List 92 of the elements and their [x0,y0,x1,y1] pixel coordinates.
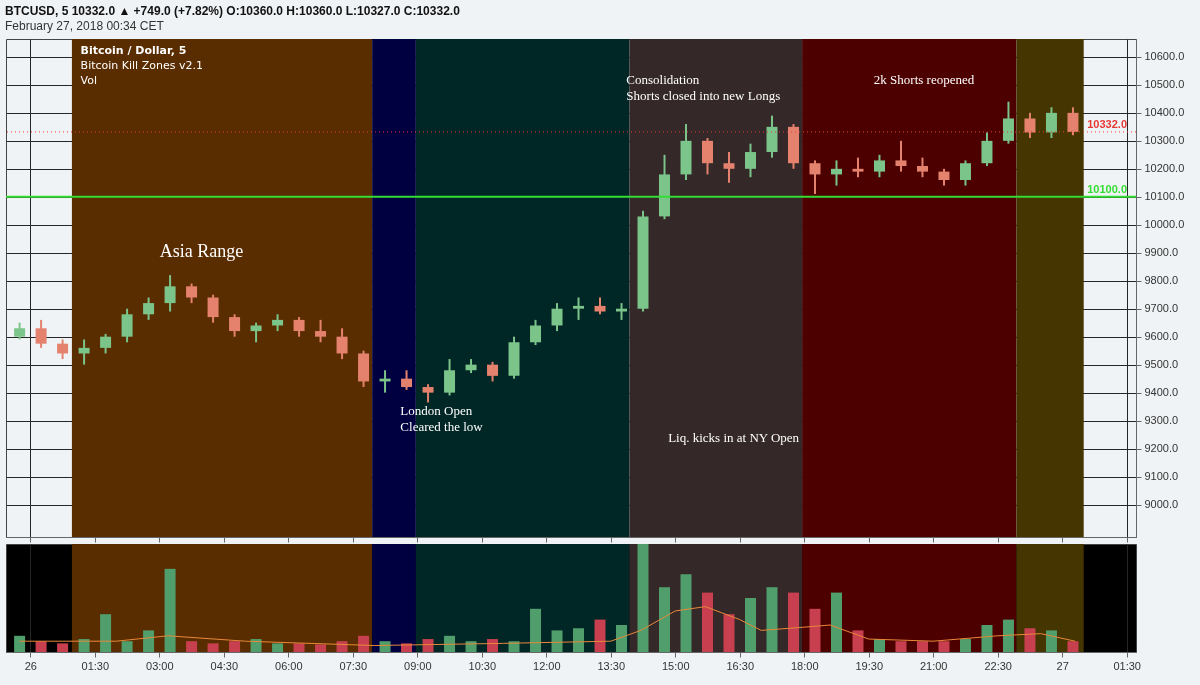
bar [164,568,176,652]
bar [723,614,735,652]
x-tick-label: 26 [24,659,37,672]
bar [35,641,47,652]
bar [57,643,69,652]
y-tick-label: 10300.0 [1144,134,1185,147]
ref-line-label: 10100.0 [1087,182,1127,195]
bar [272,643,284,652]
ref-line-label: 10332.0 [1087,117,1127,130]
y-tick-label: 9600.0 [1144,330,1179,343]
bar [487,639,499,652]
x-tick-label: 22:30 [984,659,1012,672]
y-tick-label: 10000.0 [1144,218,1185,231]
x-tick-label: 09:00 [404,659,432,672]
annotation: Bitcoin / Dollar, 5 [80,43,187,57]
annotation: London Open Cleared the low [400,403,484,435]
bar [1002,619,1014,652]
bar [981,625,993,652]
x-tick-label: 01:30 [1113,659,1141,672]
bar [959,639,971,652]
bar [852,630,864,652]
chart-title: BTCUSD, 5 10332.0 ▲ +749.0 (+7.82%) O:10360.0 H:10360.0 L:10327.0 C:10332.0 [5,4,461,18]
bar [78,639,90,652]
annotation: Asia Range [159,241,244,262]
bar [422,639,434,652]
y-tick-label: 10100.0 [1144,190,1185,203]
x-tick-label: 15:00 [662,659,690,672]
bar [14,635,26,652]
bar [1024,628,1036,652]
bar [659,587,671,652]
y-tick-label: 9900.0 [1144,246,1179,259]
bar [186,641,198,652]
y-tick-label: 9400.0 [1144,386,1179,399]
bar [873,639,885,652]
x-tick-label: 07:30 [339,659,368,672]
x-tick-label: 12:00 [533,659,561,672]
y-tick-label: 9200.0 [1144,442,1179,455]
bar [444,635,456,652]
bar [336,641,348,652]
bar [1045,630,1057,652]
bar [121,641,133,652]
x-tick-label: 18:00 [790,659,819,672]
x-tick-label: 03:00 [146,659,174,672]
bar [830,592,842,652]
y-tick-label: 10500.0 [1144,78,1185,91]
bar [573,628,585,652]
bar [809,608,821,652]
bar [680,574,692,652]
bar [745,598,756,652]
x-tick-label: 27 [1056,659,1069,672]
x-tick-label: 01:30 [81,659,110,672]
annotation: Liq. kicks in at NY Open [668,430,800,446]
x-tick-label: 19:30 [855,659,883,672]
y-tick-label: 10200.0 [1144,162,1185,175]
bar [143,630,155,652]
x-tick-label: 04:30 [210,659,239,672]
x-tick-label: 06:00 [275,659,303,672]
chart-subtitle: February 27, 2018 00:34 CET [5,19,165,33]
bar [916,641,928,652]
bar [1067,641,1079,652]
bar [895,641,907,652]
bar [229,641,241,652]
annotation: 2k Shorts reopened [873,71,975,87]
bar [594,619,606,652]
y-tick-label: 10400.0 [1144,106,1185,119]
bar [207,643,219,652]
bar [938,641,950,652]
y-tick-label: 9300.0 [1144,414,1179,427]
annotation: Vol [80,73,98,87]
y-tick-label: 9700.0 [1144,302,1179,315]
bar [315,644,327,652]
y-tick-label: 9800.0 [1144,274,1179,287]
annotation: Bitcoin Kill Zones v2.1 [80,58,203,72]
bar [551,630,563,652]
bar [616,625,628,652]
annotation: Consolidation Shorts closed into new Longs [626,71,781,103]
bar [788,592,799,652]
bar [702,592,714,652]
y-tick-label: 9000.0 [1144,498,1179,511]
bar [637,544,649,652]
bar [530,608,542,652]
bar [100,614,112,652]
y-tick-label: 9100.0 [1144,470,1179,483]
bar [766,587,778,652]
x-tick-label: 16:30 [726,659,755,672]
bar [379,641,391,652]
y-tick-label: 9500.0 [1144,358,1179,371]
bar [250,639,262,652]
y-tick-label: 10600.0 [1144,50,1185,63]
x-tick-label: 10:30 [468,659,497,672]
x-tick-label: 21:00 [919,659,948,672]
x-tick-label: 13:30 [597,659,626,672]
